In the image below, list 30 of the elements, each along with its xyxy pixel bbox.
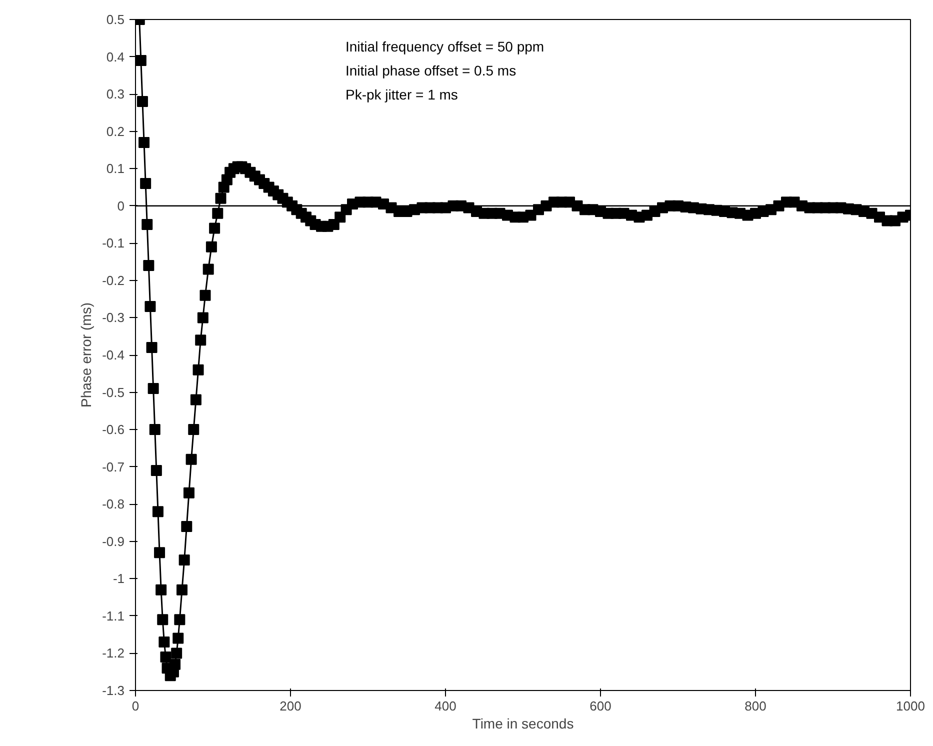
y-tick-label: -0.6 <box>102 422 125 438</box>
y-tick-label: -1.3 <box>102 683 125 698</box>
y-tick-label: 0 <box>117 198 125 214</box>
y-axis-title: Phase error (ms) <box>78 302 94 408</box>
x-tick-label: 1000 <box>896 698 925 714</box>
y-tick-label: -0.8 <box>102 496 125 512</box>
annotation: Initial phase offset = 0.5 ms <box>346 62 516 78</box>
x-tick-label: 800 <box>744 698 766 714</box>
y-tick-label: -1 <box>112 571 125 586</box>
y-tick-label: -1.1 <box>102 608 125 624</box>
y-tick-label: -0.9 <box>102 534 125 549</box>
y-tick-label: 0.2 <box>106 124 125 139</box>
x-tick-label: 200 <box>280 698 302 714</box>
y-tick-label: -0.7 <box>102 459 125 474</box>
y-tick-label: 0.1 <box>106 161 125 176</box>
y-tick-label: -0.4 <box>102 348 125 362</box>
y-tick-label: 0.5 <box>106 12 125 27</box>
y-tick-label: -0.1 <box>102 236 125 251</box>
x-tick-label: 0 <box>132 698 140 714</box>
y-tick-label: 0.3 <box>106 86 125 102</box>
y-tick-label: -0.5 <box>102 384 125 400</box>
y-tick-label: -0.2 <box>102 272 125 288</box>
x-tick-label: 600 <box>590 698 612 714</box>
y-tick-label: -0.3 <box>102 310 125 326</box>
annotation: Initial frequency offset = 50 ppm <box>346 38 544 54</box>
y-tick-label: -1.2 <box>102 646 125 661</box>
x-tick-label: 400 <box>434 698 456 714</box>
x-axis-title: Time in seconds <box>472 716 574 732</box>
annotation: Pk-pk jitter = 1 ms <box>346 86 458 102</box>
y-tick-label: 0.4 <box>106 49 125 64</box>
